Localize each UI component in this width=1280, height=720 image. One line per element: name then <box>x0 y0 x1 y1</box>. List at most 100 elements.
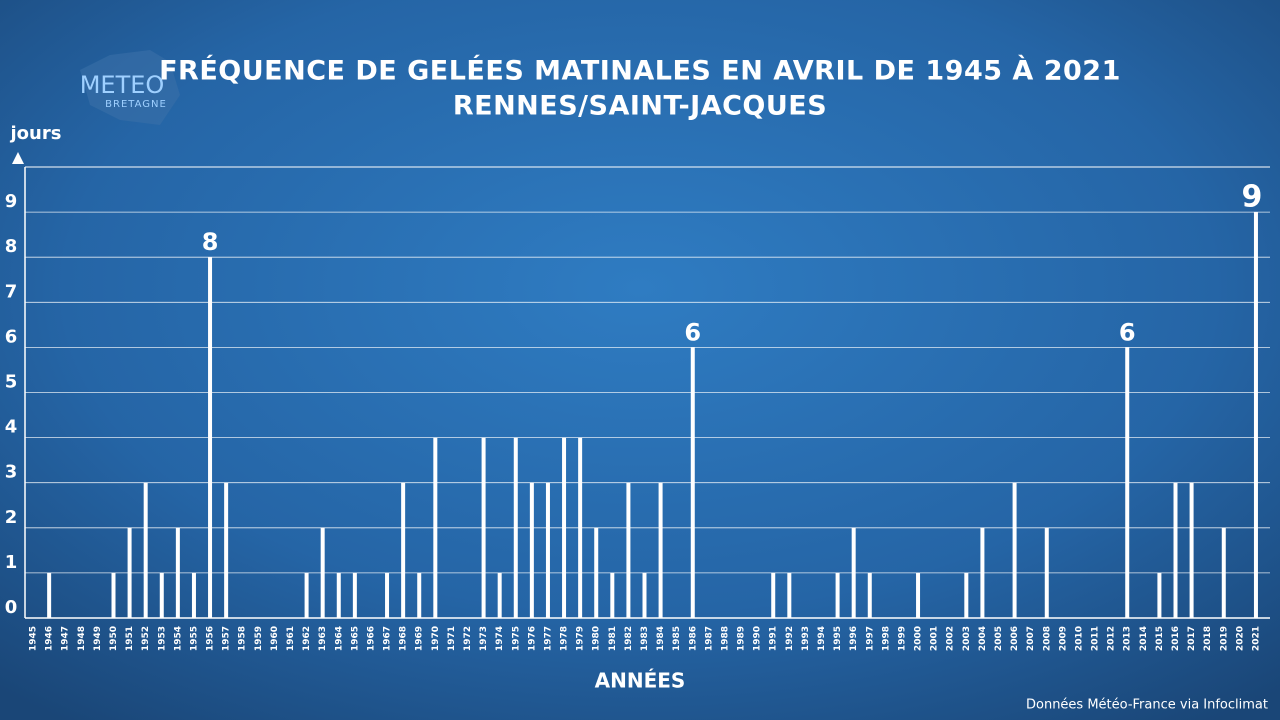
bar <box>304 572 309 618</box>
x-tick-label: 1983 <box>640 626 650 651</box>
bar <box>513 437 518 618</box>
x-tick-label: 1957 <box>222 626 232 651</box>
bar <box>1044 527 1049 618</box>
x-tick-label: 2017 <box>1187 626 1197 651</box>
x-tick-label: 1977 <box>543 626 553 651</box>
x-tick-label: 1964 <box>334 626 344 651</box>
x-tick-label: 1969 <box>415 626 425 651</box>
bar <box>352 572 357 618</box>
x-tick-label: 2008 <box>1042 626 1052 651</box>
bar <box>336 572 341 618</box>
y-tick-label: 0 <box>5 597 18 618</box>
x-tick-label: 2007 <box>1026 626 1036 651</box>
y-tick-label: 6 <box>5 326 18 347</box>
x-tick-label: 2005 <box>994 626 1004 651</box>
bar <box>191 572 196 618</box>
chart-title: FRÉQUENCE DE GELÉES MATINALES EN AVRIL D… <box>159 55 1121 87</box>
x-tick-label: 1985 <box>672 626 682 651</box>
bar <box>1012 482 1017 618</box>
y-tick-label: 4 <box>5 417 18 438</box>
logo-shape <box>80 50 180 125</box>
bar <box>642 572 647 618</box>
value-label: 9 <box>1242 180 1263 215</box>
x-tick-label: 2002 <box>946 626 956 651</box>
x-tick-label: 1956 <box>206 626 216 651</box>
x-axis-label: ANNÉES <box>595 669 686 693</box>
x-tick-label: 2010 <box>1074 626 1084 651</box>
x-tick-label: 2000 <box>914 626 924 651</box>
bar <box>433 437 438 618</box>
bar <box>224 482 229 618</box>
x-tick-label: 1962 <box>302 626 312 651</box>
x-tick-label: 1955 <box>189 626 199 651</box>
bar <box>771 572 776 618</box>
bar <box>835 572 840 618</box>
x-tick-label: 2001 <box>930 626 940 651</box>
x-tick-label: 1946 <box>45 626 55 651</box>
x-tick-label: 1996 <box>849 626 859 651</box>
value-label: 6 <box>684 318 701 346</box>
x-tick-label: 1976 <box>527 626 537 651</box>
x-tick-label: 1954 <box>173 626 183 651</box>
y-tick-label: 2 <box>5 507 18 528</box>
x-tick-label: 1960 <box>270 626 280 651</box>
x-tick-label: 1995 <box>833 626 843 651</box>
bar <box>964 572 969 618</box>
y-tick-label: 5 <box>5 372 18 393</box>
bar <box>497 572 502 618</box>
bar <box>1221 527 1226 618</box>
y-tick-label: 9 <box>5 191 18 212</box>
bar <box>626 482 631 618</box>
x-tick-label: 1982 <box>624 626 634 651</box>
bar <box>1157 572 1162 618</box>
bar <box>867 572 872 618</box>
bar <box>690 347 695 618</box>
x-tick-label: 2009 <box>1058 626 1068 651</box>
bar <box>562 437 567 618</box>
bar <box>529 482 534 618</box>
x-tick-label: 1992 <box>785 626 795 651</box>
x-tick-label: 1945 <box>29 626 39 651</box>
x-tick-label: 2004 <box>978 626 988 651</box>
x-tick-label: 1952 <box>141 626 151 651</box>
x-tick-label: 1999 <box>897 626 907 651</box>
chart-subtitle: RENNES/SAINT-JACQUES <box>453 91 827 122</box>
bar <box>143 482 148 618</box>
bar <box>320 527 325 618</box>
x-tick-label: 1968 <box>399 626 409 651</box>
x-tick-label: 1973 <box>479 626 489 651</box>
x-tick-label: 1986 <box>688 626 698 651</box>
bar <box>175 527 180 618</box>
x-tick-label: 1997 <box>865 626 875 651</box>
bar <box>481 437 486 618</box>
x-tick-label: 1975 <box>511 626 521 651</box>
x-tick-label: 1984 <box>656 626 666 651</box>
x-tick-label: 2019 <box>1219 626 1229 651</box>
x-tick-label: 2018 <box>1203 626 1213 651</box>
bar <box>594 527 599 618</box>
x-tick-label: 1998 <box>881 626 891 651</box>
x-tick-label: 1950 <box>109 626 119 651</box>
value-label: 6 <box>1119 318 1136 346</box>
bar <box>385 572 390 618</box>
x-tick-label: 1974 <box>495 626 505 651</box>
bar <box>208 257 213 618</box>
bar <box>417 572 422 618</box>
x-tick-label: 1953 <box>157 626 167 651</box>
x-tick-label: 1978 <box>560 626 570 651</box>
x-tick-label: 2006 <box>1010 626 1020 651</box>
y-axis-arrow <box>12 152 24 164</box>
x-tick-label: 1965 <box>350 626 360 651</box>
bar <box>916 572 921 618</box>
bar <box>1189 482 1194 618</box>
x-tick-label: 1972 <box>463 626 473 651</box>
x-tick-label: 2012 <box>1107 626 1117 651</box>
x-tick-label: 1991 <box>769 626 779 651</box>
bar <box>1125 347 1130 618</box>
x-tick-label: 1967 <box>383 626 393 651</box>
y-tick-label: 8 <box>5 236 18 257</box>
bar <box>980 527 985 618</box>
x-tick-label: 2011 <box>1091 626 1101 651</box>
